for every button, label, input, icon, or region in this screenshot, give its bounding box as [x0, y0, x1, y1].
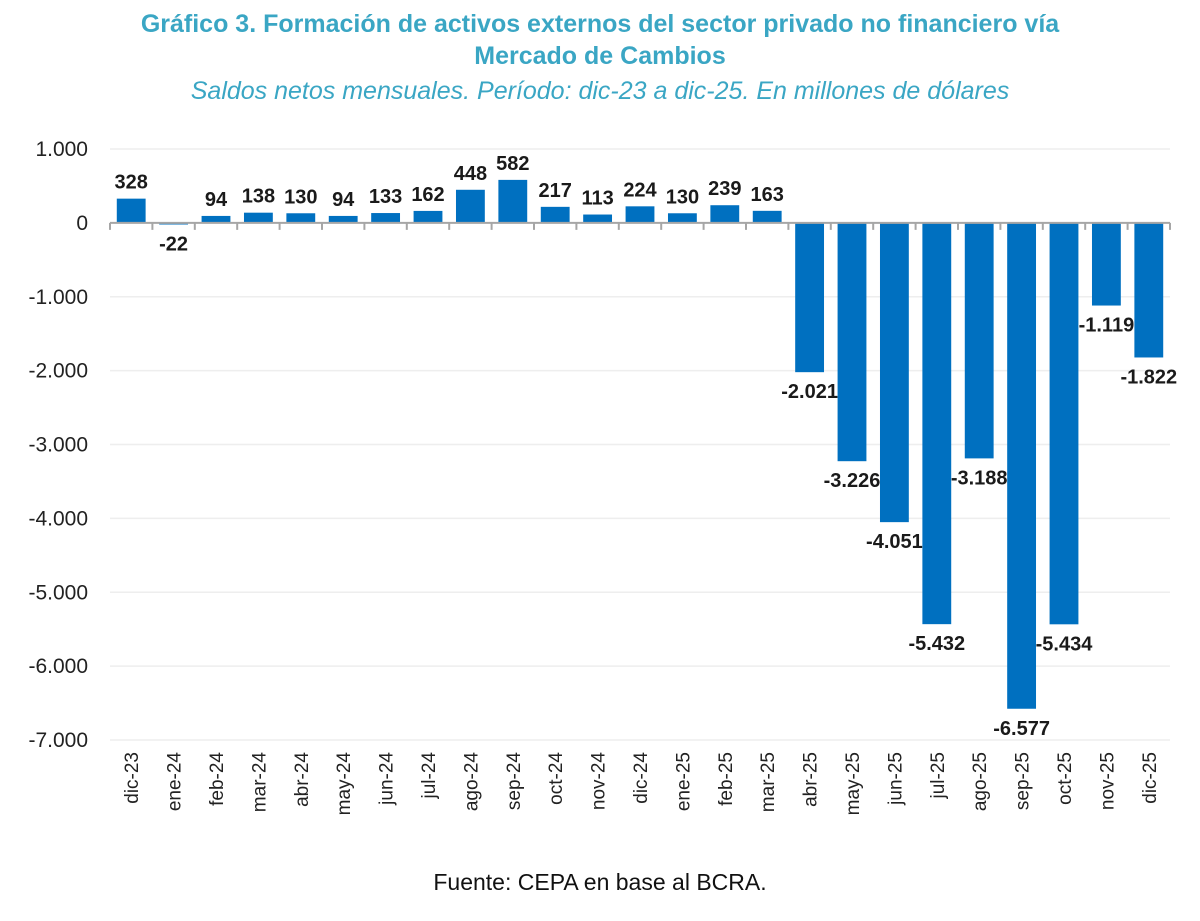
x-tick-label: jun-25 [885, 752, 906, 806]
x-tick-label: may-25 [843, 752, 864, 815]
y-tick-label: 0 [76, 212, 88, 235]
bar [795, 222, 825, 373]
x-tick-label: ago-25 [970, 752, 991, 811]
bar [879, 222, 909, 523]
x-tick-label: dic-23 [122, 752, 143, 804]
bar [837, 222, 867, 462]
x-tick-label: ene-25 [673, 752, 694, 811]
bar [328, 215, 358, 223]
bar [243, 212, 273, 223]
data-label: 94 [205, 189, 228, 211]
x-tick-label: abr-24 [292, 752, 313, 807]
x-tick-label: ago-24 [461, 752, 482, 812]
data-label: -1.119 [1079, 315, 1135, 337]
data-label: 217 [539, 180, 572, 202]
data-label: -5.432 [908, 633, 965, 655]
x-tick-label: nov-25 [1097, 752, 1118, 810]
data-label: 224 [623, 179, 657, 201]
bar [964, 222, 994, 459]
data-label: 163 [751, 184, 784, 206]
bar [1091, 222, 1121, 306]
data-label: 328 [115, 172, 148, 194]
y-tick-label: -4.000 [28, 507, 88, 530]
bar [1049, 222, 1079, 625]
chart-subtitle: Saldos netos mensuales. Período: dic-23 … [190, 77, 1010, 105]
bar [455, 189, 485, 223]
data-label: 94 [332, 189, 355, 211]
data-label: 113 [581, 188, 613, 210]
x-tick-label: sep-24 [504, 752, 525, 811]
data-label: 138 [242, 186, 275, 208]
y-tick-label: -2.000 [28, 360, 88, 383]
x-tick-label: jun-24 [377, 752, 398, 806]
data-label: 133 [369, 186, 402, 208]
x-tick-label: ene-24 [165, 752, 186, 812]
x-tick-label: abr-25 [801, 752, 822, 807]
x-axis [109, 221, 1171, 230]
x-tick-label: may-24 [334, 752, 355, 816]
x-tick-label: nov-24 [589, 752, 610, 811]
data-label: 239 [708, 178, 741, 200]
chart-title-line1: Gráfico 3. Formación de activos externos… [140, 10, 1060, 38]
data-label: 130 [666, 186, 699, 208]
x-tick-label: dic-24 [631, 752, 652, 804]
data-label: -5.434 [1036, 633, 1094, 655]
data-label: 582 [496, 153, 529, 175]
x-tick-label: jul-25 [928, 752, 949, 799]
data-label: -4.051 [866, 531, 923, 553]
data-label: -22 [159, 234, 188, 256]
data-label: -2.021 [781, 381, 838, 403]
bar [752, 210, 782, 223]
x-tick-label: mar-24 [249, 752, 270, 813]
x-tick-label: oct-24 [546, 752, 567, 805]
data-label: -3.188 [951, 467, 1008, 489]
x-axis-tick-labels: dic-23 ene-24 feb-24 mar-24 abr-24 may-24 jun-… [122, 752, 1161, 816]
bar [201, 215, 231, 223]
chart-title-line2: Mercado de Cambios [474, 42, 726, 70]
y-tick-label: -6.000 [28, 655, 88, 678]
bar [116, 198, 146, 223]
bar [583, 214, 613, 223]
bar [413, 210, 443, 223]
y-tick-label: -5.000 [28, 581, 88, 604]
x-tick-label: sep-25 [1013, 752, 1034, 810]
bar [371, 213, 401, 223]
bar [498, 179, 528, 223]
bar [540, 206, 570, 223]
x-tick-label: feb-24 [207, 752, 228, 806]
y-tick-label: 1.000 [35, 138, 88, 161]
bar [1007, 222, 1037, 709]
bar [922, 222, 952, 625]
x-tick-label: feb-25 [716, 752, 737, 806]
data-labels: 328 -22 94 138 130 94 133 162 448 582 217 113 224 130… [115, 153, 1178, 740]
bar [1134, 222, 1164, 358]
bars [116, 179, 1164, 709]
source-note: Fuente: CEPA en base al BCRA. [433, 869, 767, 895]
x-tick-label: mar-25 [758, 752, 779, 812]
y-tick-label: -1.000 [28, 286, 88, 309]
data-label: 130 [284, 186, 317, 208]
y-tick-label: -3.000 [28, 434, 88, 457]
y-axis-tick-labels: 1.000 0 -1.000 -2.000 -3.000 -4.000 -5.000 -6.0… [28, 138, 88, 752]
bar [710, 205, 740, 223]
data-label: -1.822 [1120, 366, 1177, 388]
bar [625, 206, 655, 223]
data-label: 162 [411, 184, 444, 206]
data-label: -3.226 [824, 470, 881, 492]
bar [667, 213, 697, 223]
x-tick-label: oct-25 [1055, 752, 1076, 805]
x-tick-label: dic-25 [1140, 752, 1161, 804]
data-label: 448 [454, 163, 487, 185]
data-label: -6.577 [993, 718, 1050, 740]
x-tick-label: jul-24 [419, 752, 440, 800]
y-tick-label: -7.000 [28, 729, 88, 752]
bar [286, 213, 316, 223]
